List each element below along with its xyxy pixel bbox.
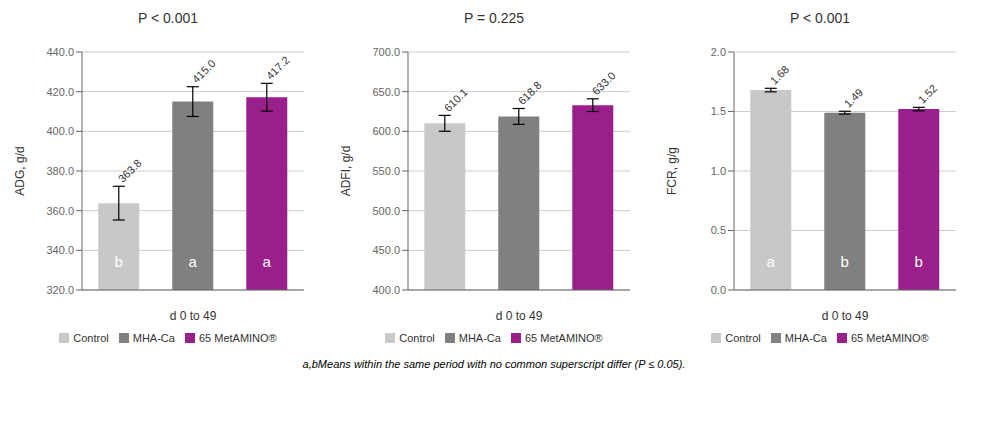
svg-text:d 0 to 49: d 0 to 49 [822,309,869,323]
html-text:65 MetAMINO®: 65 MetAMINO® [198,332,277,344]
svg-text:550.0: 550.0 [372,165,400,177]
svg-text:360.0: 360.0 [46,205,74,217]
html-text:P < 0.001: P < 0.001 [790,10,850,26]
svg-text:650.0: 650.0 [372,86,400,98]
svg-text:a: a [189,253,198,270]
html-text:P = 0.225: P = 0.225 [464,10,524,26]
svg-text:ADFI, g/d: ADFI, g/d [339,146,353,197]
svg-text:1.5: 1.5 [711,105,726,117]
html-text:Control: Control [725,332,761,344]
svg-text:420.0: 420.0 [46,86,74,98]
html-text:MHA-Ca: MHA-Ca [784,332,827,344]
svg-text:450.0: 450.0 [372,244,400,256]
svg-text:b: b [841,253,849,270]
svg-text:417.2: 417.2 [264,54,292,82]
svg-text:a: a [767,253,776,270]
svg-text:1.0: 1.0 [711,165,726,177]
svg-text:a: a [263,253,272,270]
svg-text:0.0: 0.0 [711,284,726,296]
html-text:65 MetAMINO®: 65 MetAMINO® [850,332,929,344]
svg-text:400.0: 400.0 [46,125,74,137]
svg-text:1.68: 1.68 [768,63,792,87]
html-text:65 MetAMINO®: 65 MetAMINO® [524,332,603,344]
svg-text:b: b [115,253,123,270]
svg-text:500.0: 500.0 [372,205,400,217]
svg-text:400.0: 400.0 [372,284,400,296]
svg-text:340.0: 340.0 [46,244,74,256]
html-text:MHA-Ca: MHA-Ca [458,332,501,344]
svg-text:d 0 to 49: d 0 to 49 [496,309,543,323]
svg-text:0.5: 0.5 [711,224,726,236]
svg-text:700.0: 700.0 [372,46,400,58]
svg-text:ADG, g/d: ADG, g/d [13,146,27,195]
svg-text:380.0: 380.0 [46,165,74,177]
svg-text:440.0: 440.0 [46,46,74,58]
svg-text:610.1: 610.1 [442,86,470,114]
svg-text:b: b [915,253,923,270]
html-text:P < 0.001: P < 0.001 [138,10,198,26]
svg-text:1.49: 1.49 [842,86,866,110]
svg-text:600.0: 600.0 [372,125,400,137]
svg-text:618.8: 618.8 [516,79,544,107]
svg-text:320.0: 320.0 [46,284,74,296]
html-text:Control: Control [399,332,435,344]
svg-text:2.0: 2.0 [711,46,726,58]
svg-text:415.0: 415.0 [190,57,218,85]
svg-text:363.8: 363.8 [116,157,144,185]
svg-text:1.52: 1.52 [916,82,940,106]
html-text:a,bMeans within the same perio: a,bMeans within the same period with no … [302,358,686,370]
svg-text:633.0: 633.0 [590,69,618,97]
html-text:MHA-Ca: MHA-Ca [132,332,175,344]
html-text:Control: Control [73,332,109,344]
svg-text:d 0 to 49: d 0 to 49 [170,309,217,323]
svg-text:FCR, g/g: FCR, g/g [665,147,679,195]
